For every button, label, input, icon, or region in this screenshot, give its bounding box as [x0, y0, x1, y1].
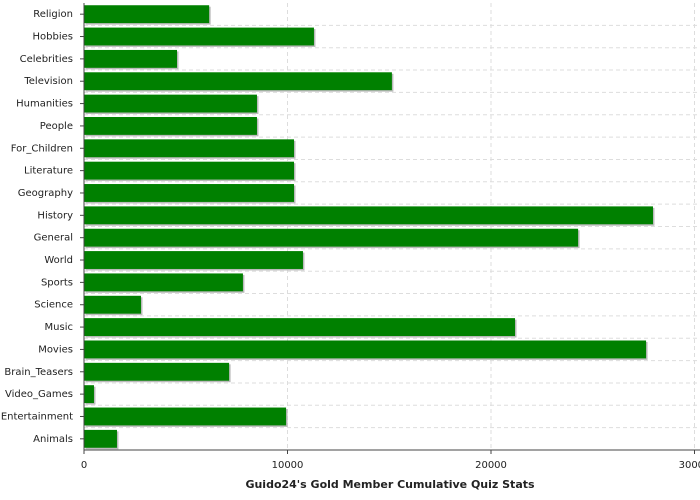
- y-tick-label: Humanities: [16, 99, 73, 110]
- y-tick-label: General: [34, 233, 73, 244]
- y-tick-label: For_Children: [11, 143, 73, 154]
- y-tick-label: Sports: [41, 277, 73, 288]
- bar: [84, 273, 243, 292]
- bar: [84, 407, 287, 426]
- bar: [84, 318, 516, 337]
- bar: [84, 385, 94, 404]
- bar: [84, 139, 295, 158]
- bar: [84, 27, 314, 46]
- y-tick-label: Celebrities: [20, 54, 73, 65]
- bar: [84, 251, 303, 269]
- y-tick-label: Geography: [18, 188, 73, 199]
- y-tick-label: Brain_Teasers: [4, 367, 73, 378]
- bar: [84, 94, 257, 113]
- y-tick-label: Religion: [33, 9, 73, 20]
- bar: [84, 5, 210, 24]
- y-tick-label: World: [44, 255, 73, 266]
- y-tick-label: Hobbies: [33, 32, 73, 43]
- bar: [84, 362, 230, 381]
- bar: [84, 340, 647, 359]
- bar: [84, 161, 295, 180]
- y-tick-label: Movies: [38, 344, 73, 355]
- bar: [84, 72, 392, 91]
- bar: [84, 116, 257, 135]
- x-tick-label: 30000: [679, 460, 700, 471]
- bar: [84, 184, 295, 202]
- bar: [84, 295, 141, 314]
- bar: [84, 206, 653, 225]
- y-tick-label: Science: [34, 300, 73, 311]
- y-tick-label: Music: [45, 322, 73, 333]
- y-tick-label: Literature: [24, 166, 73, 177]
- x-tick-label: 10000: [272, 460, 304, 471]
- x-tick-label: 0: [81, 460, 87, 471]
- y-tick-label: History: [37, 210, 73, 221]
- bar: [84, 228, 579, 247]
- y-tick-label: Animals: [33, 434, 73, 445]
- y-tick-label: Entertainment: [1, 411, 73, 422]
- bar: [84, 49, 177, 68]
- x-tick-label: 20000: [475, 460, 507, 471]
- bar: [84, 429, 117, 448]
- y-tick-label: Television: [23, 76, 73, 87]
- y-tick-label: People: [40, 121, 73, 132]
- x-axis-title: Guido24's Gold Member Cumulative Quiz St…: [245, 478, 535, 491]
- y-tick-label: Video_Games: [5, 389, 73, 400]
